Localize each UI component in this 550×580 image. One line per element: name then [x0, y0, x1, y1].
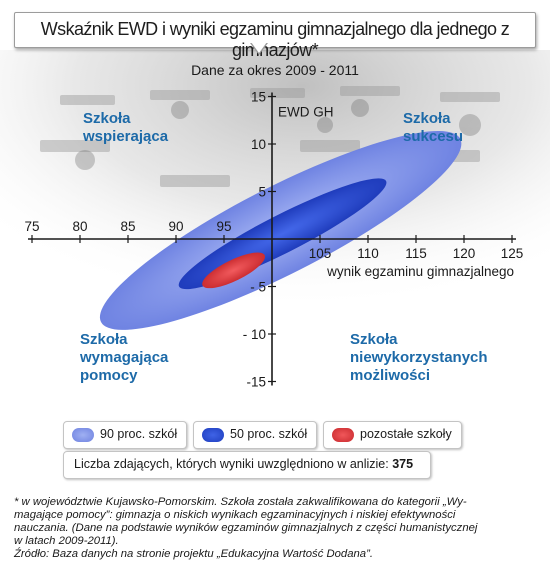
quadrant-label-top-right: Szkoła sukcesu: [403, 110, 463, 146]
quadrant-bottom-right-line-1: Szkoła: [350, 331, 398, 348]
region-other-schools: [202, 252, 265, 289]
period-label: Dane za okres 2009 - 2011: [191, 62, 359, 78]
footnote: * w województwie Kujawsko-Pomorskim. Szk…: [14, 496, 534, 561]
x-tick-label: 110: [357, 246, 379, 261]
legend-item-50: 50 proc. szkół: [193, 421, 317, 449]
legend-label-other: pozostałe szkoły: [360, 427, 452, 441]
x-tick-label: 105: [309, 246, 332, 261]
x-tick-label: 115: [405, 246, 427, 261]
y-tick-label: 5: [258, 185, 266, 200]
quadrant-bottom-right-line-3: możliwości: [350, 367, 431, 384]
footnote-line-1: * w województwie Kujawsko-Pomorskim. Szk…: [14, 496, 467, 508]
quadrant-top-right-line-1: Szkoła: [403, 110, 451, 127]
respondent-count-value: 375: [392, 457, 414, 471]
y-tick-label: -15: [246, 375, 266, 390]
legend-label-50: 50 proc. szkół: [230, 427, 308, 441]
quadrant-bottom-left-line-2: wymagająca: [80, 349, 169, 366]
x-tick-label: 95: [216, 219, 231, 234]
legend-swatch-90: [72, 428, 94, 442]
title-callout-tail-inner: [251, 42, 267, 53]
title-box: Wskaźnik EWD i wyniki egzaminu gimnazjal…: [14, 12, 536, 60]
legend-swatch-50: [202, 428, 224, 442]
y-axis-label: EWD GH: [278, 105, 334, 120]
quadrant-top-right-line-2: sukcesu: [403, 128, 464, 145]
quadrant-top-left-line-1: Szkoła: [83, 110, 131, 127]
quadrant-label-bottom-right: Szkoła niewykorzystanych możliwości: [350, 331, 488, 385]
y-tick-label: - 10: [243, 327, 266, 342]
respondent-count-text: Liczba zdających, których wyniki uwzględ…: [74, 457, 413, 471]
legend-label-90: 90 proc. szkół: [100, 427, 178, 441]
x-tick-label: 120: [453, 246, 476, 261]
x-tick-label: 80: [72, 219, 87, 234]
x-tick-label: 90: [168, 219, 183, 234]
legend-item-other: pozostałe szkoły: [323, 421, 462, 449]
x-tick-label: 125: [501, 246, 524, 261]
quadrant-label-bottom-left: Szkoła wymagająca pomocy: [80, 331, 168, 385]
legend-item-90: 90 proc. szkół: [63, 421, 187, 449]
quadrant-bottom-left-line-3: pomocy: [80, 367, 138, 384]
footnote-line-3: nauczania. (Dane na podstawie wyników eg…: [14, 522, 478, 534]
classroom-photo-background: [0, 50, 550, 350]
x-tick-label: 75: [24, 219, 39, 234]
respondent-count-label: Liczba zdających, których wyniki uwzględ…: [74, 457, 389, 471]
y-tick-label: - 5: [250, 280, 266, 295]
respondent-count-box: Liczba zdających, których wyniki uwzględ…: [63, 451, 431, 479]
quadrant-top-left-line-2: wspierająca: [83, 128, 169, 145]
y-tick-label: 10: [251, 137, 266, 152]
footnote-line-4: w latach 2009-2011).: [14, 535, 119, 547]
footnote-line-2: magające pomocy”: gimnazja o niskich wyn…: [14, 509, 456, 521]
quadrant-bottom-left-line-1: Szkoła: [80, 331, 128, 348]
quadrant-label-top-left: Szkoła wspierająca: [83, 110, 168, 146]
y-tick-label: 15: [251, 90, 266, 105]
quadrant-bottom-right-line-2: niewykorzystanych: [350, 349, 488, 366]
x-tick-label: 85: [120, 219, 135, 234]
x-axis-label: wynik egzaminu gimnazjalnego: [326, 264, 514, 279]
legend-swatch-other: [332, 428, 354, 442]
footnote-line-5: Źródło: Baza danych na stronie projektu …: [14, 548, 373, 560]
